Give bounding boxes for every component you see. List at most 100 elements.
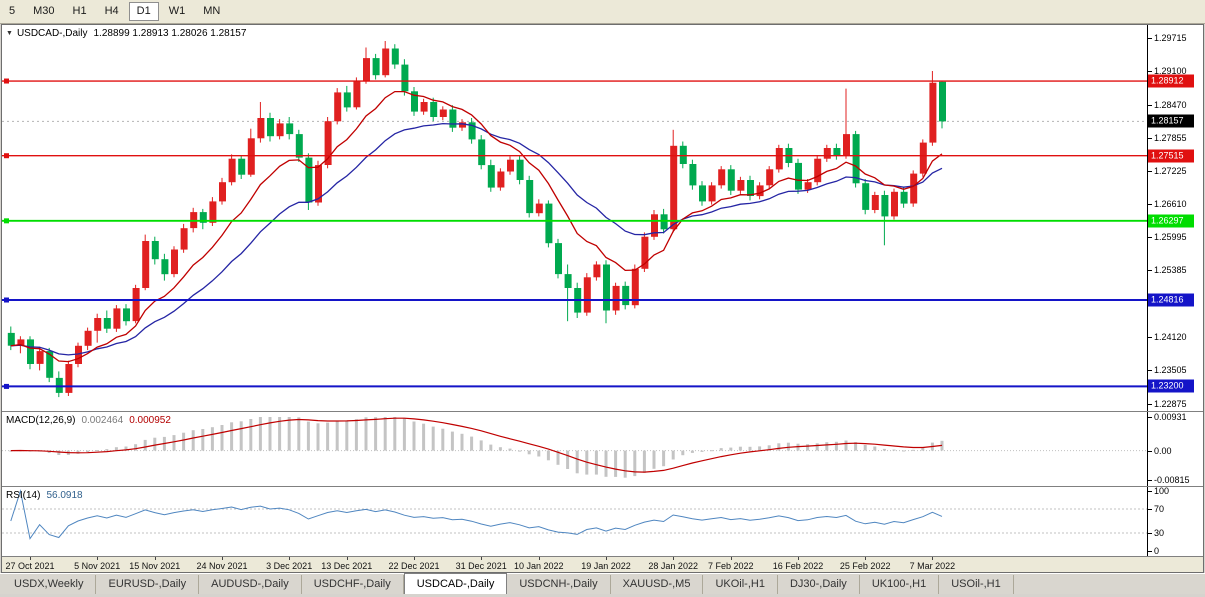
- date-label: 10 Jan 2022: [514, 561, 564, 571]
- macd-bar: [834, 441, 838, 451]
- macd-bar: [566, 450, 570, 469]
- macd-bar: [210, 427, 214, 451]
- date-axis[interactable]: 27 Oct 2021 5 Nov 2021 15 Nov 2021 24 Nov 2…: [2, 556, 1203, 572]
- chart-tab-usdcad-daily[interactable]: USDCAD-,Daily: [403, 573, 508, 594]
- macd-bar: [806, 444, 810, 451]
- candle-body: [391, 48, 399, 65]
- chart-tab-usdcnh-daily[interactable]: USDCNH-,Daily: [507, 575, 611, 594]
- candle-body: [795, 162, 802, 190]
- macd-canvas[interactable]: [2, 412, 1147, 486]
- date-tick: [538, 557, 540, 560]
- chart-tab-dj30-daily[interactable]: DJ30-,Daily: [777, 575, 860, 594]
- price-tick-label: 1.27225: [1154, 166, 1187, 177]
- timeframe-button-w1[interactable]: W1: [168, 5, 186, 17]
- timeframe-button-mn[interactable]: MN: [203, 5, 221, 17]
- macd-bar: [911, 449, 915, 451]
- candle-body: [267, 118, 274, 137]
- rsi-axis[interactable]: 100 70 30 0: [1147, 487, 1203, 556]
- rsi-canvas[interactable]: [2, 487, 1147, 556]
- line-handle[interactable]: [4, 218, 9, 224]
- chart-tab-audusd-daily[interactable]: AUDUSD-,Daily: [199, 575, 302, 594]
- line-handle[interactable]: [4, 78, 9, 84]
- price-tick-label: 1.23505: [1154, 365, 1187, 376]
- macd-bar: [134, 444, 138, 451]
- candle-body: [257, 118, 265, 139]
- candle-body: [843, 134, 850, 156]
- macd-bar: [690, 450, 694, 453]
- macd-bar: [383, 417, 387, 451]
- macd-bar: [815, 443, 819, 451]
- chart-tab-usoil-h1[interactable]: USOil-,H1: [939, 575, 1014, 594]
- macd-bar: [278, 417, 282, 451]
- macd-bar: [441, 428, 445, 451]
- price-tick: [1148, 403, 1152, 405]
- chart-tab-ukoil-h1[interactable]: UKOil-,H1: [703, 575, 778, 594]
- chart-tab-xauusd-m5[interactable]: XAUUSD-,M5: [610, 575, 704, 594]
- candle-body: [766, 169, 774, 186]
- macd-bar: [556, 450, 560, 465]
- timeframe-button-h4[interactable]: H4: [104, 5, 119, 17]
- price-tick-label: 1.27855: [1154, 132, 1187, 143]
- candle-body: [507, 159, 514, 172]
- rsi-name: RSI(14): [6, 490, 41, 501]
- line-handle[interactable]: [4, 153, 9, 159]
- candle-body: [219, 182, 226, 202]
- macd-bar: [258, 417, 262, 451]
- chart-tab-usdx-weekly[interactable]: USDX,Weekly: [2, 575, 97, 594]
- macd-bar: [854, 442, 858, 451]
- macd-bar: [57, 450, 61, 455]
- rsi-indicator-panel: RSI(14) 56.0918 100 70 30 0: [2, 486, 1203, 556]
- candle-body: [852, 134, 860, 184]
- macd-tick: [1148, 417, 1152, 418]
- date-tick: [798, 557, 799, 560]
- macd-bar: [450, 431, 454, 451]
- candle-body: [929, 82, 937, 143]
- candle-body: [7, 332, 15, 346]
- candle-body: [75, 345, 82, 364]
- timeframe-toolbar: 5 M30 H1 H4 D1 W1 MN: [0, 0, 1205, 24]
- candle-body: [891, 191, 898, 217]
- chart-tab-eurusd-daily[interactable]: EURUSD-,Daily: [96, 575, 200, 594]
- macd-bar: [374, 417, 378, 451]
- price-axis[interactable]: 1.29715 1.29100 1.28470 1.27855 1.27225 1.266…: [1147, 25, 1203, 411]
- candle-body: [84, 330, 92, 346]
- macd-bar: [844, 440, 848, 451]
- chart-symbol-label: USDCAD-,Daily: [16, 28, 88, 39]
- candle-body: [708, 185, 716, 202]
- macd-bar: [297, 417, 301, 451]
- macd-bar: [393, 417, 397, 451]
- line-handle[interactable]: [4, 297, 9, 303]
- macd-bar: [575, 450, 579, 474]
- macd-bar: [268, 417, 272, 451]
- macd-axis[interactable]: 0.00931 0.00 -0.00815: [1147, 412, 1203, 486]
- date-label: 5 Nov 2021: [74, 561, 121, 571]
- timeframe-button-d1[interactable]: D1: [128, 2, 159, 21]
- price-tick: [1148, 337, 1152, 339]
- date-tick: [730, 557, 732, 560]
- date-label: 28 Jan 2022: [648, 561, 698, 571]
- macd-bar: [604, 450, 608, 477]
- chart-tab-uk100-h1[interactable]: UK100-,H1: [859, 575, 940, 594]
- date-tick: [606, 557, 607, 560]
- candle-body: [199, 212, 207, 223]
- ma-slow-line: [10, 122, 943, 356]
- candle-body: [478, 139, 486, 166]
- candle-body: [660, 214, 668, 230]
- price-chart-canvas[interactable]: [2, 25, 1147, 411]
- candle-body: [497, 171, 505, 188]
- line-handle[interactable]: [4, 383, 9, 389]
- timeframe-button-h1[interactable]: H1: [72, 5, 87, 17]
- chart-tab-usdchf-daily[interactable]: USDCHF-,Daily: [301, 575, 404, 594]
- candle-body: [679, 145, 687, 164]
- rsi-tick: [1148, 533, 1152, 534]
- candle-body: [132, 288, 140, 322]
- macd-bar: [335, 420, 339, 451]
- candle-body: [919, 142, 927, 174]
- chart-menu-icon[interactable]: ▼: [6, 30, 13, 37]
- timeframe-button-m30[interactable]: M30: [33, 5, 55, 17]
- candle-body: [113, 308, 121, 329]
- timeframe-button-5[interactable]: 5: [9, 5, 16, 17]
- candle-body: [689, 164, 697, 186]
- macd-bar: [249, 419, 253, 451]
- macd-bar: [412, 421, 416, 451]
